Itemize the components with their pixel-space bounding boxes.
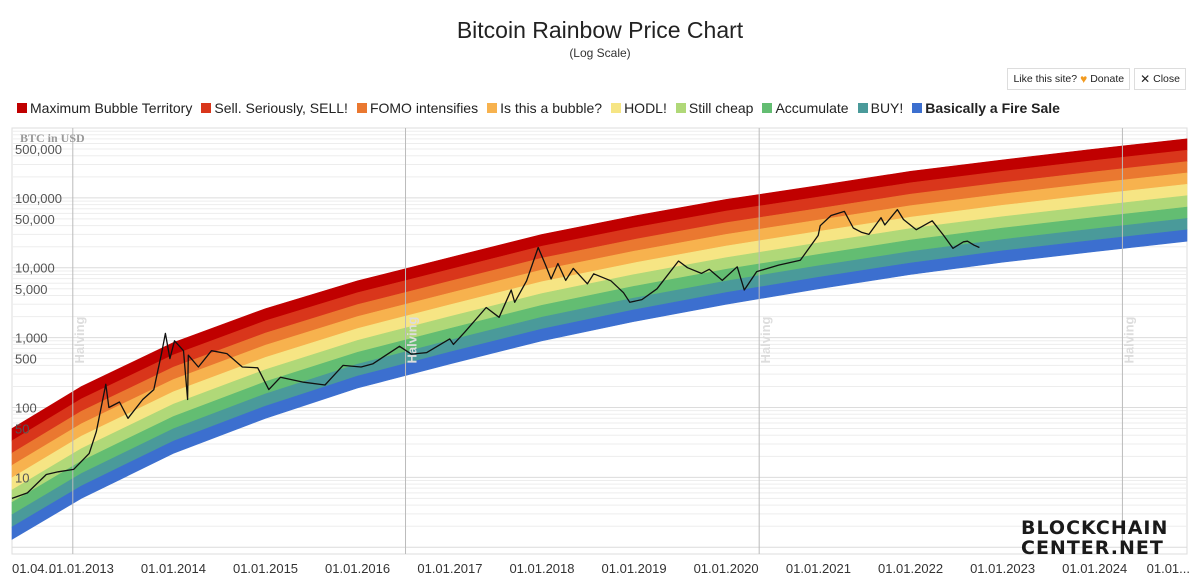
legend-swatch	[762, 103, 773, 113]
legend-item[interactable]: HODL!	[611, 100, 667, 116]
x-tick-label: 01.01.2020	[694, 561, 759, 576]
logo-line-2: CENTER.NET	[1021, 537, 1164, 559]
y-tick-label: 5,000	[15, 282, 48, 297]
x-tick-label: 01.01...	[1147, 561, 1190, 576]
legend-label: FOMO intensifies	[369, 100, 479, 116]
y-tick-label: 1,000	[15, 331, 48, 346]
x-tick-label: 01.01.2022	[878, 561, 943, 576]
rainbow-band	[11, 229, 1188, 540]
price-line	[11, 208, 980, 500]
y-tick-label: 50,000	[15, 212, 55, 227]
close-icon: ✕	[1140, 72, 1151, 86]
legend-label: Basically a Fire Sale	[925, 100, 1060, 116]
site-logo: BLOCKCHAIN CENTER.NET	[1021, 518, 1168, 558]
legend-item[interactable]: Basically a Fire Sale	[912, 100, 1060, 116]
legend-label: Accumulate	[775, 100, 849, 116]
y-tick-label: 100,000	[15, 191, 62, 206]
legend-label: Is this a bubble?	[500, 100, 603, 116]
x-ticks: 01.04...01.01.2013 01.01.2014 01.01.2015 01…	[12, 561, 1190, 576]
legend-label: Maximum Bubble Territory	[30, 100, 193, 116]
x-tick-label: 01.04...	[12, 561, 55, 576]
chart-title: Bitcoin Rainbow Price Chart	[456, 17, 744, 43]
legend-swatch	[201, 103, 212, 113]
x-tick-label: 01.01.2021	[786, 561, 851, 576]
donate-button[interactable]: Like this site? ♥ Donate	[1007, 68, 1131, 90]
y-tick-label: 10	[15, 470, 29, 485]
legend: Maximum Bubble Territory Sell. Seriously,…	[17, 100, 1069, 116]
legend-item[interactable]: Is this a bubble?	[487, 100, 602, 116]
donate-prompt: Like this site?	[1013, 73, 1078, 85]
x-tick-label: 01.01.2019	[602, 561, 667, 576]
donate-label: Donate	[1090, 73, 1125, 85]
x-tick-label: 01.01.2024	[1062, 561, 1127, 576]
x-tick-label: 01.01.2017	[417, 561, 482, 576]
legend-swatch	[17, 103, 27, 113]
y-tick-label: 500,000	[15, 142, 62, 157]
y-tick-label: 100	[15, 400, 37, 415]
legend-swatch	[675, 103, 686, 113]
x-tick-label: 01.01.2023	[970, 561, 1035, 576]
halving-label: Halving	[758, 316, 773, 363]
legend-swatch	[857, 103, 868, 113]
rainbow-bands	[11, 138, 1188, 540]
y-tick-label: 50	[15, 422, 29, 437]
legend-label: BUY!	[870, 100, 904, 116]
top-buttons: Like this site? ♥ Donate ✕ Close	[1007, 68, 1186, 90]
legend-item[interactable]: Accumulate	[762, 100, 849, 116]
halvings: Halving Halving Halving Halving	[72, 128, 1136, 554]
legend-swatch	[611, 103, 622, 113]
x-tick-label: 01.01.2015	[233, 561, 298, 576]
legend-item[interactable]: Still cheap	[675, 100, 754, 116]
heart-icon: ♥	[1080, 72, 1088, 86]
x-tick-label: 01.01.2018	[509, 561, 574, 576]
halving-label: Halving	[1121, 316, 1136, 363]
y-tick-label: 500	[15, 352, 37, 367]
legend-swatch	[912, 103, 923, 113]
legend-label: Still cheap	[688, 100, 754, 116]
legend-swatch	[356, 103, 367, 113]
y-axis-label: BTC in USD	[20, 131, 85, 145]
legend-item[interactable]: BUY!	[857, 100, 904, 116]
close-label: Close	[1153, 73, 1180, 85]
halving-label: Halving	[405, 316, 420, 363]
chart-subtitle: (Log Scale)	[569, 46, 631, 60]
legend-label: HODL!	[624, 100, 667, 116]
legend-label: Sell. Seriously, SELL!	[214, 100, 348, 116]
y-tick-label: 10,000	[15, 261, 55, 276]
x-tick-label: 01.01.2016	[325, 561, 390, 576]
legend-item[interactable]: FOMO intensifies	[356, 100, 479, 116]
legend-item[interactable]: Maximum Bubble Territory	[17, 100, 192, 116]
y-ticks: 500,000 100,000 50,000 10,000 5,000 1,000 500 1…	[15, 142, 62, 485]
x-tick-label: 01.01.2014	[141, 561, 206, 576]
halving-label: Halving	[72, 316, 87, 363]
close-button[interactable]: ✕ Close	[1134, 68, 1186, 90]
logo-line-1: BLOCKCHAIN	[1021, 517, 1169, 539]
legend-item[interactable]: Sell. Seriously, SELL!	[201, 100, 348, 116]
x-tick-label: 01.01.2013	[49, 561, 114, 576]
legend-swatch	[487, 103, 498, 113]
